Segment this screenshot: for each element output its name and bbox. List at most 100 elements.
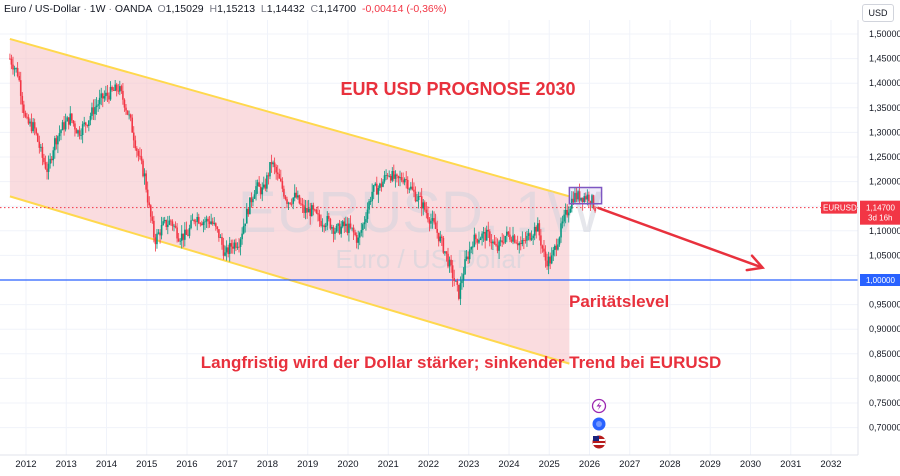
candle-body [179,240,181,242]
price-axis[interactable]: 1,50000 1,45000 1,40000 1,35000 1,30000 1,250… [857,20,900,455]
candle-body [314,209,316,211]
candle-body [10,58,13,65]
candle-body [504,235,507,243]
candle-body [249,197,251,215]
candle-body [459,283,462,299]
x-tick-label: 2032 [820,459,841,470]
candle-body [78,130,81,136]
candle-body [131,117,133,133]
candle-body [26,116,28,118]
candle-body [53,138,56,151]
candle-body [36,133,39,142]
candle-body [561,221,564,224]
symbol-name[interactable]: Euro / US-Dollar [4,3,81,15]
price-tag-countdown: 3d 16h [868,214,892,223]
candle-body [458,284,460,299]
open-value: 1,15029 [165,3,204,15]
candle-body [363,222,366,225]
candle-body [428,219,431,224]
low-label: L [260,3,267,15]
candle-body [259,186,262,195]
candle-body [417,196,420,201]
candle-body [451,265,454,279]
x-tick-label: 2020 [337,459,358,470]
candle-body [154,237,157,245]
candle-body [518,243,521,246]
candle-body [122,90,124,100]
candle-body [516,243,519,246]
candle-body [50,158,53,161]
candle-body [394,174,397,179]
candle-body [21,95,24,105]
candle-body [290,203,293,205]
candle-body [136,148,138,151]
candle-body [224,252,226,256]
candle-body [423,202,426,210]
candle-body [67,117,70,125]
blue-dot-icon[interactable] [592,417,606,431]
candle-body [524,240,527,242]
candle-body [74,123,76,130]
candle-body [148,202,151,206]
candle-body [275,166,277,173]
forecast-arrow[interactable] [597,206,766,272]
candle-body [383,175,386,182]
candle-body [94,107,96,115]
candle-body [357,237,360,243]
x-tick-label: 2026 [579,459,600,470]
candle-body [448,259,451,267]
candle-body [64,121,67,130]
candle-body [100,93,103,98]
candle-body [543,248,545,252]
candle-body [238,246,240,248]
y-tick-label: 0,80000 [869,373,900,383]
candle-body [374,183,377,186]
candle-body [199,223,202,225]
candle-body [139,155,141,157]
x-tick-label: 2016 [176,459,197,470]
event-icons[interactable] [591,398,607,449]
lightning-icon[interactable] [591,398,607,414]
exchange-label: OANDA [114,3,152,15]
watermark-name: Euro / US-Dollar [335,244,525,274]
candle-body [509,234,511,240]
currency-button[interactable]: USD [862,4,894,22]
channel-upper-line[interactable] [9,37,570,198]
candle-body [47,163,50,172]
candle-body [447,253,449,267]
candle-body [546,260,548,267]
candle-body [369,201,372,202]
candle-body [569,208,572,213]
flag-icon[interactable] [592,435,606,449]
x-tick-label: 2029 [700,459,721,470]
time-axis[interactable]: 2012 2013 2014 2015 2016 2017 2018 2019 2020 2021… [0,454,858,470]
candle-body [495,243,497,246]
x-tick-label: 2019 [297,459,318,470]
candle-body [228,243,231,254]
interval-label[interactable]: 1W [89,3,106,15]
candle-body [216,226,219,230]
candle-body [98,97,101,105]
candle-body [108,95,110,100]
candle-body [111,87,113,90]
candle-body [470,247,473,250]
candle-body [295,192,298,198]
candle-body [403,179,406,183]
candle-body [126,110,129,115]
candle-body [61,122,64,131]
candle-body [567,212,570,216]
x-tick-label: 2017 [217,459,238,470]
candle-body [454,280,457,282]
candle-body [324,225,327,228]
range-box[interactable] [568,186,603,205]
candle-body [343,221,346,226]
candle-body [445,251,448,254]
candle-body [83,122,86,125]
candle-body [456,280,459,285]
candle-body [129,114,132,118]
candle-body [101,93,104,99]
y-tick-label: 1,20000 [869,177,900,187]
candle-body [258,182,260,187]
candle-body [591,195,593,204]
